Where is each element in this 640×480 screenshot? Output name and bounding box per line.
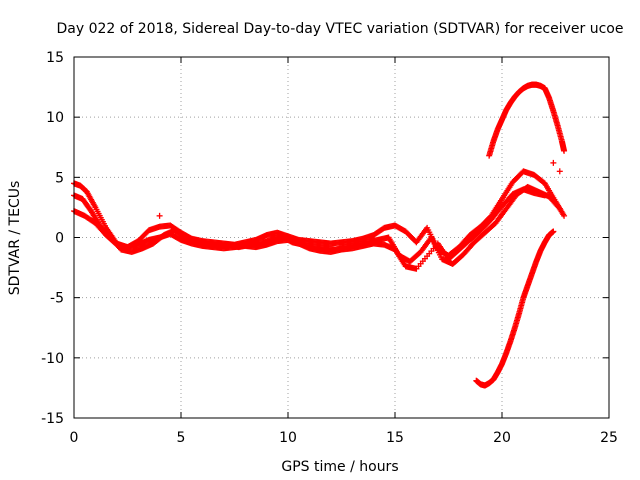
x-tick-label: 10 <box>279 430 297 446</box>
x-axis-label: GPS time / hours <box>281 459 398 475</box>
y-tick-label: 0 <box>55 231 64 247</box>
y-tick-label: 10 <box>46 110 64 126</box>
x-tick-label: 25 <box>600 430 618 446</box>
y-tick-label: 5 <box>55 170 64 186</box>
x-tick-label: 0 <box>70 430 79 446</box>
data-point-track-c <box>541 192 548 199</box>
data-point-outliers <box>556 168 563 175</box>
data-points <box>71 81 568 389</box>
data-point-track-a <box>561 212 568 219</box>
y-tick-label: 15 <box>46 50 64 66</box>
y-tick-label: -15 <box>41 411 64 427</box>
y-tick-label: -5 <box>50 291 64 307</box>
data-point-track-b <box>555 204 562 211</box>
data-point-outliers <box>156 212 163 219</box>
data-point-arc-upper <box>561 147 568 154</box>
y-tick-label: -10 <box>41 351 64 367</box>
x-tick-label: 5 <box>177 430 186 446</box>
y-axis-label: SDTVAR / TECUs <box>7 181 23 296</box>
x-tick-label: 15 <box>386 430 404 446</box>
x-tick-label: 20 <box>493 430 511 446</box>
data-point-arc-lower <box>550 228 557 235</box>
axis-ticks: 0 5 10 15 20 25 -15 -10 -5 0 5 10 15 <box>41 50 618 446</box>
data-point-outliers <box>550 159 557 166</box>
chart-title: Day 022 of 2018, Sidereal Day-to-day VTE… <box>57 21 624 37</box>
data-point-track-b <box>556 205 563 212</box>
